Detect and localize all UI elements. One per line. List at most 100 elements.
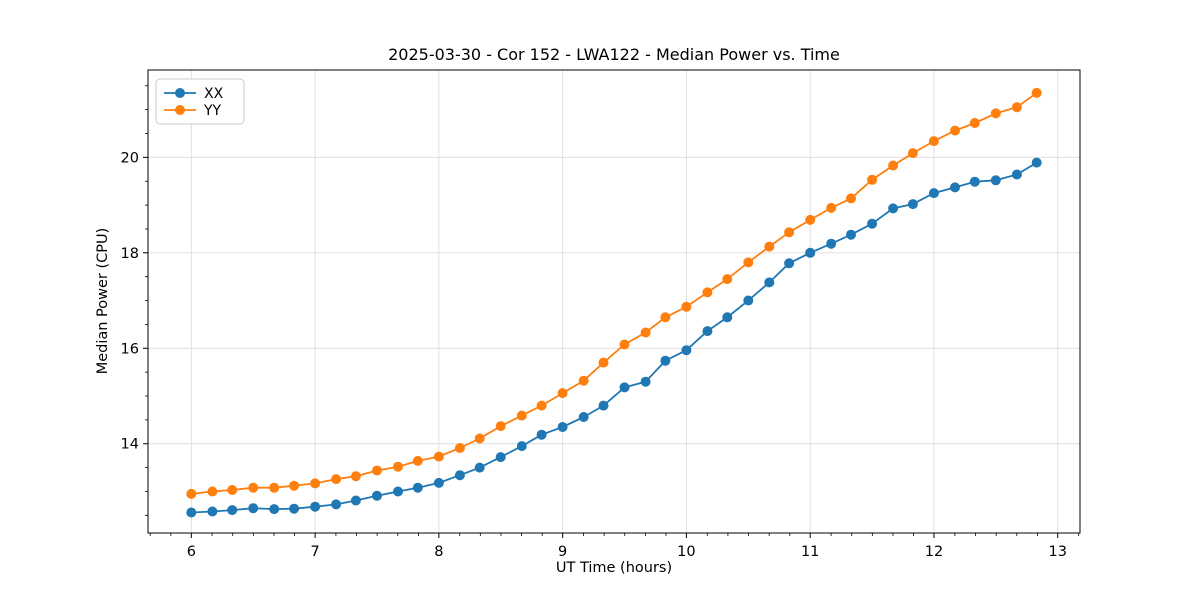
data-point-xx xyxy=(969,176,980,187)
data-point-yy xyxy=(412,455,423,466)
data-point-xx xyxy=(350,495,361,506)
data-point-xx xyxy=(907,199,918,210)
data-point-xx xyxy=(888,203,899,214)
data-point-yy xyxy=(289,480,300,491)
data-point-xx xyxy=(393,486,403,497)
data-point-yy xyxy=(331,474,342,485)
data-point-yy xyxy=(722,274,733,285)
data-point-xx xyxy=(681,345,692,356)
data-point-xx xyxy=(536,429,547,440)
data-point-xx xyxy=(516,441,527,452)
data-point-xx xyxy=(433,477,444,488)
y-tick-label: 20 xyxy=(121,150,139,166)
x-tick-label: 12 xyxy=(925,544,943,560)
data-point-yy xyxy=(186,488,197,499)
legend-box xyxy=(155,78,245,125)
data-point-xx xyxy=(495,452,506,463)
data-point-xx xyxy=(950,182,960,193)
data-point-yy xyxy=(660,312,671,323)
data-point-yy xyxy=(393,461,403,472)
data-point-yy xyxy=(619,339,630,350)
data-point-yy xyxy=(681,301,692,312)
data-point-xx xyxy=(764,277,775,288)
data-point-xx xyxy=(578,412,589,422)
data-point-xx xyxy=(454,470,465,481)
data-point-xx xyxy=(784,258,795,269)
x-tick-label: 8 xyxy=(434,544,443,560)
data-point-yy xyxy=(269,482,280,493)
data-point-yy xyxy=(1031,87,1042,98)
data-point-yy xyxy=(433,451,444,462)
data-point-yy xyxy=(950,125,960,136)
data-point-yy xyxy=(372,465,382,476)
data-point-yy xyxy=(846,193,856,204)
data-point-xx xyxy=(826,238,837,249)
data-point-yy xyxy=(598,357,609,368)
x-tick-label: 13 xyxy=(1048,544,1066,560)
data-point-yy xyxy=(702,287,713,298)
data-point-xx xyxy=(289,503,300,514)
data-point-xx xyxy=(846,229,856,240)
data-point-xx xyxy=(207,506,218,517)
data-point-yy xyxy=(764,241,775,252)
x-tick-label: 10 xyxy=(677,544,695,560)
data-point-xx xyxy=(331,499,342,510)
data-point-yy xyxy=(990,108,1001,119)
data-point-xx xyxy=(310,501,321,512)
data-point-yy xyxy=(640,327,651,338)
data-point-yy xyxy=(805,214,816,225)
data-point-yy xyxy=(578,375,589,386)
data-point-yy xyxy=(248,482,259,493)
data-point-yy xyxy=(207,486,218,497)
data-point-xx xyxy=(598,400,609,411)
data-point-yy xyxy=(1011,102,1022,113)
data-point-yy xyxy=(310,478,321,489)
data-point-yy xyxy=(495,421,506,432)
data-point-xx xyxy=(867,218,878,229)
series-line-xx xyxy=(190,161,1038,514)
data-point-xx xyxy=(640,376,651,387)
data-point-xx xyxy=(702,326,713,337)
y-tick-label: 16 xyxy=(121,341,139,357)
data-series xyxy=(186,87,1042,518)
x-tick-label: 6 xyxy=(187,544,196,560)
data-point-xx xyxy=(1031,157,1042,168)
plot-border xyxy=(147,69,1081,534)
data-point-yy xyxy=(867,174,878,185)
data-point-yy xyxy=(227,485,238,495)
data-point-xx xyxy=(269,504,280,515)
x-axis-label: UT Time (hours) xyxy=(556,560,672,576)
data-point-yy xyxy=(536,400,547,411)
chart-title: 2025-03-30 - Cor 152 - LWA122 - Median P… xyxy=(388,45,840,64)
data-point-yy xyxy=(454,443,465,453)
data-point-xx xyxy=(660,355,671,366)
data-point-yy xyxy=(888,160,899,171)
data-point-xx xyxy=(990,175,1001,186)
data-point-xx xyxy=(928,188,939,199)
data-point-yy xyxy=(743,257,754,268)
data-point-xx xyxy=(412,482,423,493)
data-point-xx xyxy=(557,422,568,432)
data-point-xx xyxy=(805,247,816,258)
y-tick-label: 14 xyxy=(121,437,139,453)
data-point-xx xyxy=(227,505,238,516)
data-point-xx xyxy=(619,382,630,393)
data-point-yy xyxy=(928,136,939,147)
data-point-xx xyxy=(186,507,197,518)
data-point-yy xyxy=(474,433,485,444)
data-point-yy xyxy=(557,388,568,399)
legend-label-yy: YY xyxy=(203,103,222,119)
grid-lines xyxy=(148,70,1080,533)
data-point-xx xyxy=(743,295,754,306)
data-point-xx xyxy=(722,312,733,323)
data-point-xx xyxy=(372,490,382,501)
data-point-yy xyxy=(907,148,918,159)
legend-marker-yy-icon xyxy=(175,105,185,115)
data-point-yy xyxy=(350,471,361,482)
legend-marker-xx-icon xyxy=(175,88,185,98)
data-point-xx xyxy=(248,503,259,514)
data-point-yy xyxy=(516,410,527,421)
y-axis-label: Median Power (CPU) xyxy=(95,228,111,375)
